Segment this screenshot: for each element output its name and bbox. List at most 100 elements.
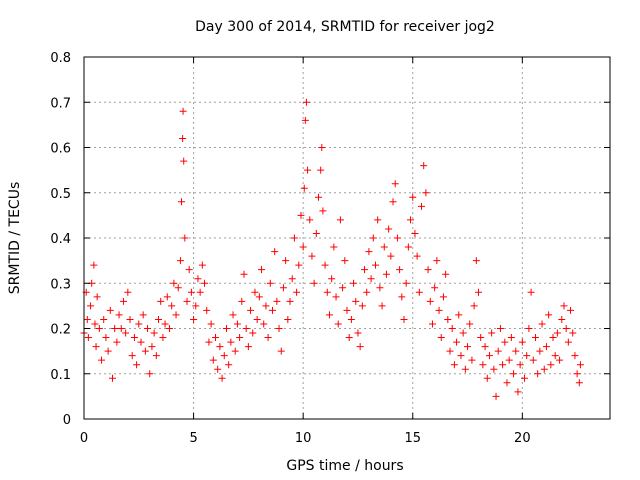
data-point <box>148 343 156 351</box>
data-point <box>297 211 305 219</box>
data-point <box>163 293 171 301</box>
data-point <box>231 347 239 355</box>
data-point <box>516 361 524 369</box>
data-point <box>128 352 136 360</box>
data-point <box>92 343 100 351</box>
data-point <box>222 325 230 332</box>
data-point <box>545 311 553 319</box>
data-point <box>426 297 434 305</box>
data-point <box>396 266 404 274</box>
data-point <box>271 248 279 256</box>
data-point <box>402 279 410 287</box>
data-point <box>468 356 476 364</box>
data-point <box>437 334 445 342</box>
y-tick-label: 0.3 <box>50 277 71 292</box>
data-point <box>304 166 312 174</box>
data-point <box>198 261 206 269</box>
data-point <box>233 320 241 328</box>
data-point <box>564 338 572 346</box>
data-point <box>367 275 375 283</box>
data-point <box>393 234 401 242</box>
data-point <box>229 311 237 319</box>
data-point <box>165 325 173 332</box>
data-point <box>448 325 456 332</box>
data-point <box>216 343 224 351</box>
data-point <box>505 356 513 364</box>
data-point <box>93 293 101 301</box>
data-point <box>207 320 215 328</box>
x-tick-label: 5 <box>189 431 197 446</box>
data-point <box>133 361 141 369</box>
data-point <box>150 329 158 337</box>
data-point <box>369 234 377 242</box>
data-point <box>374 216 382 224</box>
data-point <box>442 270 450 278</box>
data-point <box>137 338 145 346</box>
data-point <box>90 261 98 269</box>
data-point <box>575 379 583 387</box>
data-point <box>273 297 281 305</box>
y-tick-label: 0.2 <box>50 323 71 338</box>
data-point <box>339 284 347 292</box>
data-point <box>435 306 443 314</box>
data-point <box>321 261 329 269</box>
grid-layer <box>84 57 610 419</box>
data-point <box>547 361 555 369</box>
data-point <box>319 207 327 215</box>
data-point <box>538 320 546 328</box>
data-point <box>253 315 261 323</box>
data-point <box>187 288 195 296</box>
data-point <box>95 325 103 332</box>
data-point <box>407 216 415 224</box>
data-point <box>315 193 323 201</box>
y-tick-label: 0.1 <box>50 368 71 383</box>
data-point <box>525 325 533 332</box>
data-point <box>264 334 272 342</box>
data-point <box>510 370 518 378</box>
data-point <box>453 338 461 346</box>
data-point <box>180 157 188 165</box>
data-point <box>258 266 266 274</box>
data-point <box>334 320 342 328</box>
data-point <box>124 288 132 296</box>
data-point <box>571 352 579 360</box>
data-point <box>203 306 211 314</box>
data-point <box>168 302 176 310</box>
data-point <box>352 297 360 305</box>
data-point <box>240 270 248 278</box>
data-point <box>238 297 246 305</box>
x-tick-label: 0 <box>80 431 88 446</box>
data-point <box>343 306 351 314</box>
data-point <box>560 302 568 310</box>
data-point <box>356 343 364 351</box>
data-point <box>415 288 423 296</box>
data-point <box>542 343 550 351</box>
data-point <box>115 311 123 319</box>
data-point <box>100 315 108 323</box>
data-point <box>422 189 430 197</box>
data-point <box>576 361 584 369</box>
data-point <box>318 144 326 151</box>
data-point <box>477 334 485 342</box>
data-point <box>512 347 520 355</box>
y-tick-label: 0.4 <box>50 232 71 247</box>
data-point <box>428 320 436 328</box>
x-tick-label: 15 <box>404 431 421 446</box>
data-point <box>472 257 480 265</box>
data-point <box>387 252 395 260</box>
data-point <box>496 325 504 332</box>
data-point <box>378 302 386 310</box>
data-point <box>178 198 186 206</box>
data-point <box>488 329 496 337</box>
data-point <box>457 352 465 360</box>
data-point <box>475 288 482 296</box>
data-point <box>382 270 390 278</box>
data-point <box>275 325 283 332</box>
data-point <box>556 356 564 364</box>
data-point <box>490 365 498 373</box>
data-point <box>295 261 303 269</box>
data-point <box>260 320 268 328</box>
data-point <box>312 229 320 237</box>
data-point <box>446 347 454 355</box>
